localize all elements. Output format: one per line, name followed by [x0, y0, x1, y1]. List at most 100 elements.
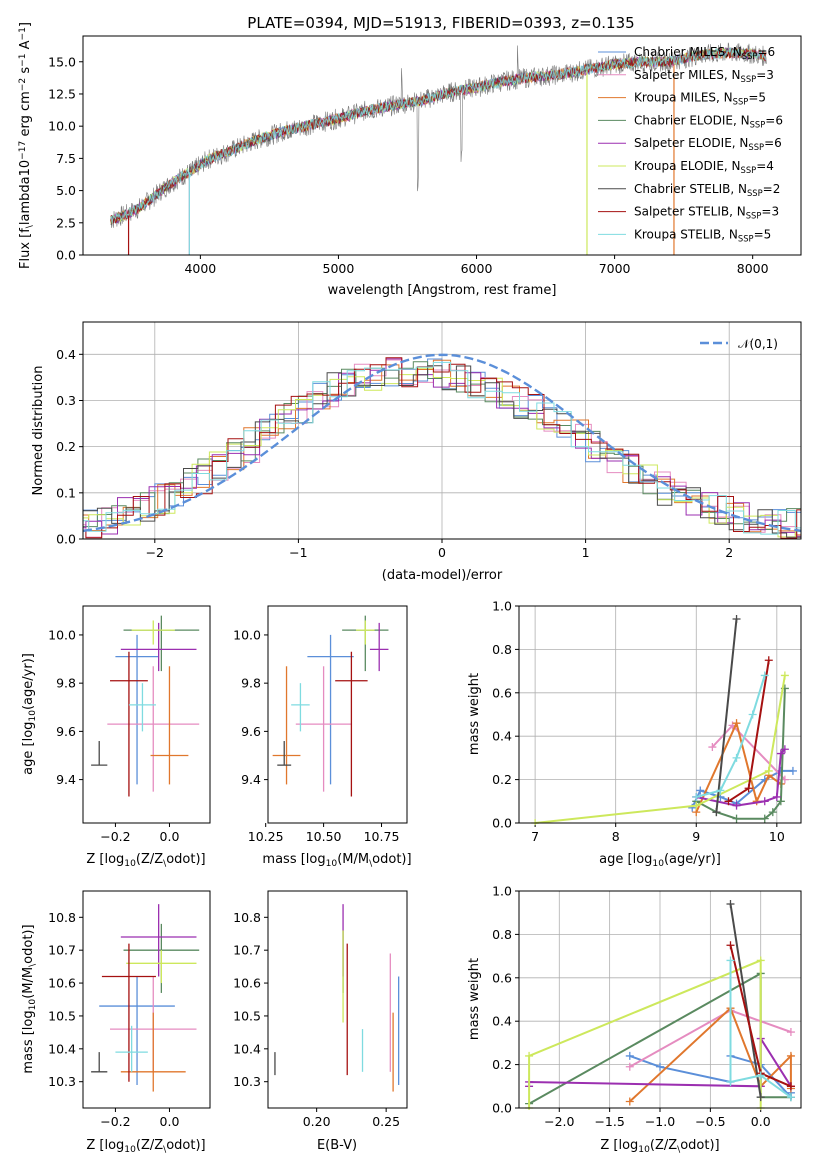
y-axis-label: mass weight — [467, 673, 482, 755]
y-tick-label: 9.6 — [56, 724, 76, 739]
x-axis-label: (data-model)/error — [382, 568, 503, 583]
x-axis-label: mass [log10(M/M\odot)] — [262, 852, 411, 869]
y-tick-label: 7.5 — [56, 151, 76, 166]
axes-mass_vs_Z: −0.2 0.0 10.3 10.4 10.5 10.6 10.7 10.8 Z [log10(… — [21, 890, 211, 1155]
weight-line-kroupa_stelib — [729, 960, 792, 1099]
weight-marker-kroupa_elodie — [764, 766, 773, 775]
y-tick-label: 0.1 — [56, 485, 76, 500]
y-tick-label: 10.3 — [48, 1074, 76, 1089]
plot-frame — [518, 890, 802, 1109]
y-axis-label: mass [log10(M/M\odot)] — [21, 924, 38, 1073]
y-tick-label: 10.4 — [48, 1041, 76, 1056]
weight-marker-salpeter_elodie — [776, 749, 785, 758]
x-tick-label: 5000 — [323, 261, 355, 276]
axes-age_vs_mass: 10.25 10.50 10.75 9.4 9.6 9.8 10.0 mass [log10(… — [233, 605, 412, 869]
gaussian-curve — [83, 353, 801, 533]
legend-label: Chabrier STELIB, NSSP=2 — [634, 182, 780, 198]
x-axis-label: E(B-V) — [317, 1138, 357, 1153]
weight-marker-chabrier_stelib — [756, 1093, 765, 1102]
weight-line-chabrier_stelib — [715, 618, 738, 813]
weight-marker-salpeter_elodie — [732, 801, 741, 810]
spectrum-lines — [110, 42, 767, 255]
weight-marker-salpeter_miles — [625, 1062, 634, 1071]
y-tick-label: 0.4 — [56, 347, 76, 362]
y-tick-label: 10.6 — [233, 976, 261, 991]
ticks: −2.0 −1.5 −1.0 −0.5 0.0 0.0 0.2 0.4 0.6 0.8 1.0 — [492, 884, 801, 1129]
y-tick-label: 0.4 — [492, 729, 512, 744]
y-tick-label: 0.6 — [492, 970, 512, 985]
x-tick-label: 10.75 — [364, 829, 400, 844]
x-tick-label: −0.2 — [100, 1114, 130, 1129]
weight-marker-salpeter_elodie — [772, 792, 781, 801]
y-tick-label: 0.8 — [492, 642, 512, 657]
plot-frame — [518, 605, 802, 824]
x-tick-label: −1 — [289, 545, 307, 560]
y-tick-label: 10.0 — [48, 627, 76, 642]
legend-label: Salpeter STELIB, NSSP=3 — [634, 205, 779, 221]
legend-label: Salpeter ELODIE, NSSP=6 — [634, 136, 782, 152]
y-tick-label: 10.3 — [233, 1074, 261, 1089]
weight-marker-kroupa_stelib — [726, 1077, 735, 1086]
y-tick-label: 5.0 — [56, 183, 76, 198]
y-tick-label: 10.5 — [233, 1008, 261, 1023]
y-tick-label: 9.8 — [56, 676, 76, 691]
weight-marker-kroupa_elodie — [756, 956, 765, 965]
weight-marker-salpeter_stelib — [744, 784, 753, 793]
x-tick-label: 8 — [612, 829, 620, 844]
y-tick-label: 9.4 — [241, 772, 261, 787]
weight-marker-chabrier_elodie — [768, 808, 777, 817]
y-tick-label: 9.6 — [241, 724, 261, 739]
weight-line-chabrier_stelib — [729, 903, 762, 1098]
legend-label: Kroupa ELODIE, NSSP=4 — [634, 159, 774, 175]
y-axis-label: age [log10(age/yr)] — [21, 653, 38, 775]
x-tick-label: 4000 — [184, 261, 216, 276]
x-tick-label: −1.0 — [645, 1114, 675, 1129]
y-tick-label: 12.5 — [48, 86, 76, 101]
weight-marker-salpeter_elodie — [760, 797, 769, 806]
axes-weight_vs_age: 7 8 9 10 0.0 0.2 0.4 0.6 0.8 1.0 age [log10(age/yr… — [467, 599, 802, 869]
y-tick-label: 1.0 — [492, 884, 512, 899]
axes-weight_vs_Z: −2.0 −1.5 −1.0 −0.5 0.0 0.0 0.2 0.4 0.6 0.8 1.0 Z [… — [467, 884, 802, 1155]
y-tick-label: 15.0 — [48, 54, 76, 69]
weight-line-salpeter_elodie — [696, 748, 786, 807]
weight-marker-salpeter_stelib — [726, 941, 735, 950]
x-tick-label: 7000 — [599, 261, 631, 276]
histogram-chabrier_stelib — [83, 365, 801, 538]
x-tick-label: 0 — [438, 545, 446, 560]
axes-mass_vs_ebv: 0.20 0.25 10.3 10.4 10.5 10.6 10.7 10.8 E(B-V) — [233, 890, 408, 1153]
weight-marker-salpeter_miles — [786, 1028, 795, 1037]
y-tick-label: 0.2 — [492, 1057, 512, 1072]
plot-frame — [267, 890, 408, 1109]
y-tick-label: 10.0 — [48, 119, 76, 134]
weight-line-kroupa_elodie — [534, 675, 786, 824]
x-tick-label: 2 — [725, 545, 733, 560]
y-tick-label: 0.6 — [492, 685, 512, 700]
weight-marker-kroupa_stelib — [760, 671, 769, 680]
weight-marker-kroupa_stelib — [756, 1071, 765, 1080]
x-tick-label: −1.5 — [594, 1114, 624, 1129]
y-tick-label: 10.8 — [48, 910, 76, 925]
y-tick-label: 10.5 — [48, 1008, 76, 1023]
model-spectrum-line-kroupa_stelib — [110, 47, 767, 223]
x-tick-label: 7 — [531, 829, 539, 844]
y-tick-label: 0.0 — [492, 1101, 512, 1116]
ticks: −0.2 0.0 10.3 10.4 10.5 10.6 10.7 10.8 — [48, 910, 179, 1129]
weight-marker-kroupa_stelib — [748, 710, 757, 719]
legend: Chabrier MILES, NSSP=6 Salpeter MILES, NS… — [598, 45, 783, 243]
histogram-steps — [83, 353, 801, 539]
y-tick-label: 0.0 — [56, 248, 76, 263]
y-tick-label: 0.8 — [492, 927, 512, 942]
weight-marker-chabrier_miles — [696, 786, 705, 795]
errorbars — [274, 904, 400, 1092]
weight-marker-chabrier_elodie — [760, 814, 769, 823]
x-tick-label: −0.5 — [695, 1114, 725, 1129]
x-tick-label: −2 — [146, 545, 164, 560]
errorbars — [91, 904, 200, 1092]
y-tick-label: 9.8 — [241, 676, 261, 691]
x-tick-label: −2.0 — [544, 1114, 574, 1129]
axes-residuals: −2 −1 0 1 2 0.0 0.1 0.2 0.3 0.4 (data-model)/error… — [31, 321, 802, 583]
weight-line-kroupa_elodie — [528, 958, 762, 1108]
weight-marker-kroupa_stelib — [726, 956, 735, 965]
ticks: −0.2 0.0 9.4 9.6 9.8 10.0 — [48, 627, 179, 844]
axes-age_vs_Z: −0.2 0.0 9.4 9.6 9.8 10.0 Z [log10(Z/Z\odot)] a… — [21, 605, 211, 869]
